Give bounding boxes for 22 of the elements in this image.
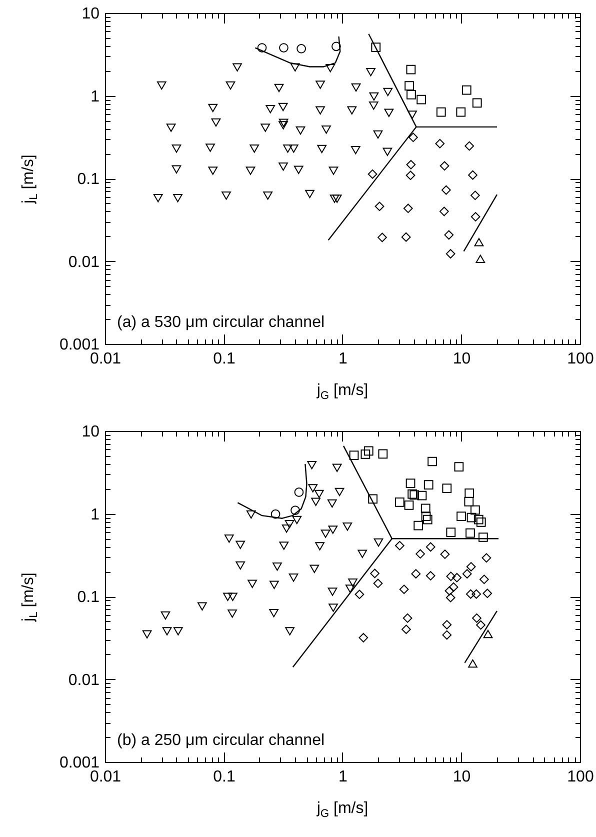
x-tick-label: 100 — [567, 768, 594, 786]
annotation: (b) a 250 μm circular channel — [117, 732, 325, 749]
annotation: (a) a 530 μm circular channel — [117, 314, 325, 331]
x-tick-label: 1 — [338, 768, 348, 786]
y-tick-label: 0.1 — [77, 589, 100, 606]
x-axis-title: j$_{G}$ [m/s] — [316, 800, 368, 820]
x-tick-label: 100 — [567, 350, 594, 368]
y-tick-label: 1 — [90, 88, 100, 106]
x-tick-label: 10 — [452, 768, 471, 786]
x-tick-label: 1 — [338, 350, 348, 368]
y-tick-label: 1 — [90, 506, 100, 524]
x-tick-label: 0.1 — [213, 768, 236, 786]
y-tick-label: 0.001 — [59, 754, 100, 772]
x-tick-label: 0.1 — [213, 350, 236, 368]
y-tick-label: 0.01 — [68, 672, 100, 689]
x-axis-title: j$_{G}$ [m/s] — [316, 382, 368, 402]
y-tick-label: 0.001 — [59, 336, 100, 354]
y-tick-label: 10 — [82, 424, 100, 440]
y-tick-label: 0.01 — [68, 254, 100, 271]
y-tick-label: 10 — [82, 6, 100, 22]
y-tick-label: 0.1 — [77, 171, 100, 188]
x-tick-label: 10 — [452, 350, 471, 368]
